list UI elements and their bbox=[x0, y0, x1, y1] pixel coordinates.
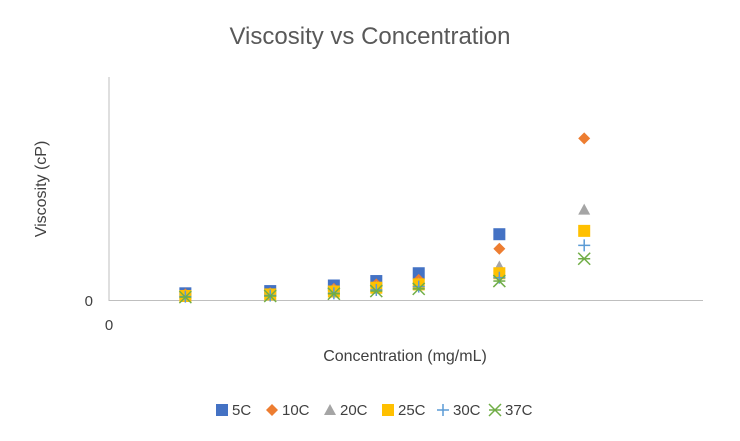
legend-label-5c: 5C bbox=[232, 402, 251, 419]
y-axis-title: Viscosity (cP) bbox=[33, 141, 50, 238]
point-10c-7 bbox=[578, 132, 591, 145]
legend-label-20c: 20C bbox=[340, 402, 368, 419]
point-10c-6 bbox=[493, 242, 506, 255]
legend-label-37c: 37C bbox=[505, 402, 533, 419]
legend-marker-20c bbox=[324, 404, 336, 415]
legend-label-25c: 25C bbox=[398, 402, 426, 419]
point-37c-2 bbox=[263, 289, 277, 303]
y-tick-label: 0 bbox=[85, 293, 93, 310]
x-tick-label: 0 bbox=[105, 317, 113, 334]
legend-label-30c: 30C bbox=[453, 402, 481, 419]
legend-label-10c: 10C bbox=[282, 402, 310, 419]
chart-title: Viscosity vs Concentration bbox=[229, 23, 510, 50]
point-30c-7 bbox=[578, 239, 591, 252]
point-37c-4 bbox=[369, 284, 383, 298]
legend-marker-25c bbox=[382, 404, 394, 416]
legend-item-10c: 10C bbox=[266, 402, 310, 419]
point-37c-5 bbox=[412, 282, 426, 296]
x-axis-title: Concentration (mg/mL) bbox=[323, 348, 487, 365]
point-37c-6 bbox=[492, 274, 506, 288]
legend-item-30c: 30C bbox=[437, 402, 481, 419]
point-37c-3 bbox=[327, 287, 341, 301]
legend-marker-30c bbox=[437, 404, 449, 416]
legend-marker-5c bbox=[216, 404, 228, 416]
legend-item-20c: 20C bbox=[324, 402, 368, 419]
legend-item-5c: 5C bbox=[216, 402, 251, 419]
legend-item-25c: 25C bbox=[382, 402, 426, 419]
point-20c-7 bbox=[578, 203, 591, 215]
legend-item-37c: 37C bbox=[488, 402, 533, 419]
point-30c-4 bbox=[370, 283, 383, 296]
legend-marker-37c bbox=[488, 403, 502, 417]
point-37c-7 bbox=[577, 252, 591, 266]
data-points bbox=[178, 132, 591, 304]
point-5c-5 bbox=[412, 267, 425, 280]
legend-marker-10c bbox=[266, 404, 278, 416]
point-37c-1 bbox=[178, 290, 192, 304]
point-5c-6 bbox=[493, 228, 506, 241]
point-30c-5 bbox=[412, 280, 425, 293]
legend: 5C 10C 20C 25C 30C 37C bbox=[216, 402, 533, 419]
point-25c-7 bbox=[578, 224, 591, 237]
